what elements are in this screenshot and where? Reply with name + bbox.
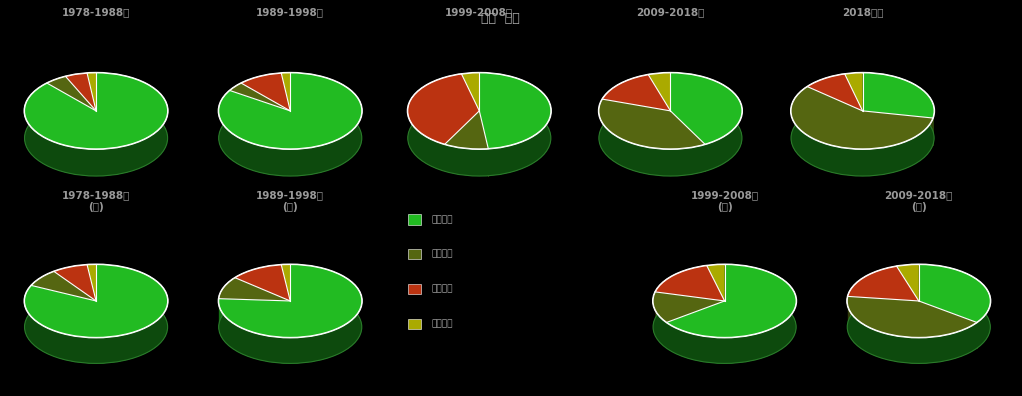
Polygon shape [235,265,290,301]
Polygon shape [863,73,934,118]
Text: 1978-1988年
(春): 1978-1988年 (春) [62,190,130,211]
Text: 被子植物: 被子植物 [431,320,453,328]
Ellipse shape [599,100,742,176]
Polygon shape [219,265,362,364]
Polygon shape [479,73,551,176]
Ellipse shape [599,100,742,176]
Ellipse shape [791,100,934,176]
Text: 大型红藻: 大型红藻 [431,285,453,293]
Polygon shape [599,99,705,149]
Bar [408,214,421,225]
Polygon shape [87,73,96,111]
Polygon shape [807,74,863,111]
Text: 2009-2018年
(春): 2009-2018年 (春) [885,190,953,211]
Polygon shape [845,73,863,111]
Text: 2018年后: 2018年后 [842,8,883,18]
Polygon shape [87,265,96,301]
Polygon shape [666,265,796,364]
Polygon shape [25,73,168,149]
Ellipse shape [25,100,168,176]
Bar [408,249,421,259]
Bar [408,319,421,329]
Polygon shape [32,272,96,301]
Polygon shape [219,265,362,337]
Ellipse shape [653,291,796,364]
Bar [408,284,421,294]
Polygon shape [462,73,479,111]
Polygon shape [847,296,977,364]
Polygon shape [602,75,670,111]
Text: 大型褐藻: 大型褐藻 [431,250,453,259]
Polygon shape [670,73,742,144]
Polygon shape [791,87,933,149]
Polygon shape [281,265,290,301]
Ellipse shape [25,291,168,364]
Ellipse shape [219,291,362,364]
Ellipse shape [653,291,796,364]
Text: 1978-1988年: 1978-1988年 [62,8,130,18]
Polygon shape [408,74,479,144]
Text: 秋季  春季: 秋季 春季 [481,12,520,25]
Polygon shape [896,265,919,301]
Polygon shape [599,99,705,176]
Polygon shape [219,278,290,301]
Polygon shape [670,73,742,171]
Polygon shape [648,73,670,111]
Ellipse shape [219,291,362,364]
Polygon shape [445,111,489,149]
Ellipse shape [847,291,990,364]
Text: 1989-1998年: 1989-1998年 [257,8,324,18]
Polygon shape [54,265,96,301]
Text: 1989-1998年
(春): 1989-1998年 (春) [257,190,324,211]
Polygon shape [791,87,933,176]
Ellipse shape [25,291,168,364]
Polygon shape [65,73,96,111]
Ellipse shape [219,100,362,176]
Polygon shape [25,73,168,176]
Polygon shape [219,73,362,149]
Polygon shape [281,73,290,111]
Polygon shape [445,144,489,176]
Polygon shape [479,73,551,148]
Ellipse shape [408,100,551,176]
Polygon shape [847,296,977,337]
Ellipse shape [791,100,934,176]
Polygon shape [241,73,290,111]
Ellipse shape [408,100,551,176]
Polygon shape [653,292,725,322]
Text: 1999-2008年: 1999-2008年 [446,8,513,18]
Polygon shape [219,73,362,176]
Polygon shape [707,265,725,301]
Polygon shape [919,265,990,348]
Polygon shape [666,265,796,337]
Polygon shape [25,265,168,337]
Text: 大型绿藻: 大型绿藻 [431,215,453,224]
Polygon shape [408,74,462,171]
Polygon shape [655,266,725,301]
Polygon shape [653,292,666,348]
Ellipse shape [847,291,990,364]
Polygon shape [25,265,168,364]
Polygon shape [230,83,290,111]
Ellipse shape [25,100,168,176]
Text: 1999-2008年
(春): 1999-2008年 (春) [691,190,758,211]
Polygon shape [848,267,919,301]
Polygon shape [863,73,934,145]
Ellipse shape [219,100,362,176]
Polygon shape [919,265,990,322]
Text: 2009-2018年: 2009-2018年 [637,8,704,18]
Polygon shape [47,76,96,111]
